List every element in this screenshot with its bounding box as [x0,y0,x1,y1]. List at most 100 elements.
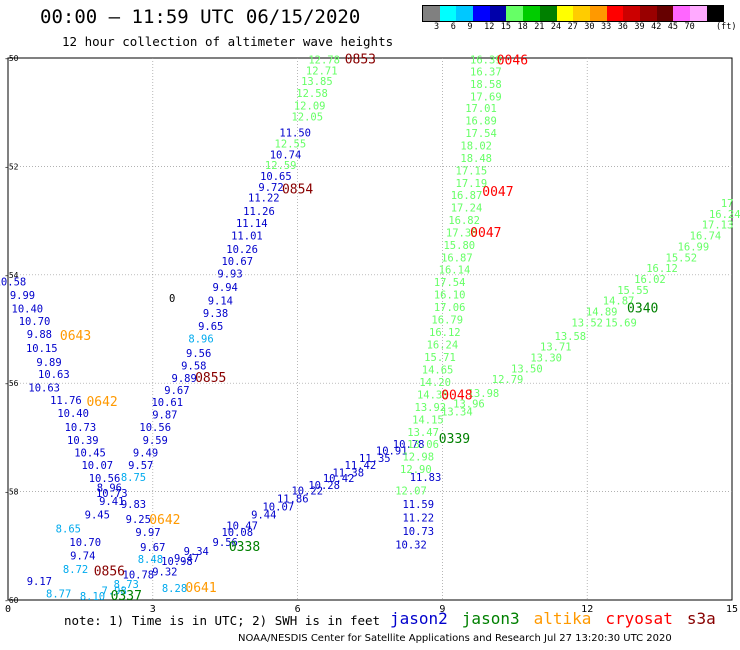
wave-height-value: 14.87 [603,296,635,308]
wave-height-value: 13.30 [530,353,562,365]
legend-tick-label: 6 [450,22,456,32]
satellite-legend-jason3: jason3 [461,609,520,628]
wave-height-value: 9.58 [181,361,206,373]
wave-height-value: 11.14 [236,218,268,230]
pass-time-label: 0047 [482,185,513,200]
satellite-legend-altika: altika [533,609,592,628]
wave-height-value: 8.96 [97,483,122,495]
wave-height-value: 17.06 [434,302,466,314]
wave-height-value: 12.59 [265,160,297,172]
wave-height-value: 12.05 [291,111,323,123]
satellite-legend-cryosat: cryosat [605,609,673,628]
wave-height-value: 12.58 [296,88,328,100]
wave-height-value: 9.17 [27,576,52,588]
pass-time-label: 0854 [282,183,313,198]
wave-height-value: 10.28 [308,480,340,492]
wave-height-value: 14.89 [586,306,618,318]
credit-line: NOAA/NESDIS Center for Satellite Applica… [238,633,672,644]
legend-tick-label: 45 [667,22,679,32]
wave-height-value: 8.10 [80,591,105,603]
wave-height-value: 9.56 [186,348,211,360]
wave-height-value: 13.85 [301,76,333,88]
wave-height-value: 16.87 [451,190,483,202]
wave-height-value: 8.28 [162,583,187,595]
wave-height-value: 16.10 [434,290,466,302]
wave-height-value: 13.96 [453,399,485,411]
wave-height-value: 10.07 [81,460,113,472]
wave-height-value: 10.73 [402,526,434,538]
wave-height-value: 10.56 [89,473,121,485]
wave-height-value: 10.08 [221,527,253,539]
wave-height-value: 16.99 [678,241,710,253]
map-subtitle: 12 hour collection of altimeter wave hei… [62,34,394,49]
legend-tick-label: 9 [467,22,473,32]
pass-time-label: 0643 [60,329,91,344]
wave-height-value: 13.98 [468,388,500,400]
map-frame [7,57,733,601]
wave-height-value: 9.87 [152,409,177,421]
wave-height-value: 9.83 [121,499,146,511]
wave-height-value: 9.89 [172,373,197,385]
satellite-legend-jason2: jason2 [390,609,448,628]
wave-height-value: 9.72 [258,182,283,194]
wave-height-value: 17.01 [465,103,497,115]
wave-height-value: 9.41 [99,496,124,508]
wave-height-value: 16.39 [470,54,502,66]
wave-height-value: 11.38 [332,467,364,479]
wave-height-value: 16.12 [646,263,678,275]
legend-tick-label: 70 [684,22,695,32]
wave-height-value: 8.96 [188,334,213,346]
wave-height-value: 9.88 [27,329,52,341]
wave-height-value: 11.59 [402,499,434,511]
wave-height-value: 9.93 [217,269,242,281]
wave-height-value: 16.79 [431,315,463,327]
wave-height-value: 9.99 [10,290,35,302]
wave-height-value: 8.77 [46,588,71,600]
wave-height-value: 13.58 [555,331,587,343]
wave-height-value: 12.09 [294,100,326,112]
wave-height-value: 8.48 [138,554,163,566]
y-tick-label: -54 [4,271,19,280]
x-tick-label: 3 [150,604,156,615]
wave-height-value: 9.56 [213,537,238,549]
legend-tick-label: 21 [534,22,545,32]
wave-height-value: 14.20 [419,377,451,389]
wave-height-value: 11.86 [277,493,309,505]
wave-height-value: 10.32 [395,540,427,552]
wave-height-value: 9.44 [251,510,276,522]
legend-tick-label: 18 [517,22,528,32]
pass-time-label: 0048 [441,388,472,403]
wave-height-value: 9.32 [152,567,177,579]
wave-height-value: 14.35 [417,389,449,401]
wave-height-value: 9.94 [213,282,238,294]
x-tick-label: 15 [726,604,738,615]
wave-height-value: 10.58 [0,277,26,289]
wave-height-value: 9.67 [164,385,189,397]
pass-time-label: 0642 [149,513,180,528]
wave-height-value: 10.98 [161,556,193,568]
wave-height-value: 10.63 [38,369,70,381]
wave-height-value: 14.65 [422,364,454,376]
wave-height-value: 10.91 [376,446,408,458]
wave-height-value: 16.82 [448,215,480,227]
wave-height-value: 12.90 [400,464,432,476]
wave-height-value: 13.47 [407,427,439,439]
legend-tick-label: 36 [617,22,628,32]
wave-height-value: 17.15 [456,166,488,178]
pass-time-label: 0047 [470,226,501,241]
wave-height-value: 7.98 [102,586,127,598]
satellite-legend-s3a: s3a [686,609,716,628]
pass-time-label: 0855 [195,371,226,386]
wave-height-value: 9.57 [128,460,153,472]
wave-height-value: 10.63 [28,382,60,394]
y-tick-label: -52 [4,162,19,171]
legend-swatch [690,6,707,21]
wave-height-value: 9.47 [174,553,199,565]
wave-height-value: 15.69 [605,317,637,329]
pass-time-label: 0337 [111,589,142,604]
wave-height-value: 10.74 [270,149,302,161]
wave-height-value: 9.65 [198,321,223,333]
wave-height-value: 10.42 [323,473,355,485]
wave-height-value: 13.50 [511,363,543,375]
legend-swatch [439,6,457,21]
